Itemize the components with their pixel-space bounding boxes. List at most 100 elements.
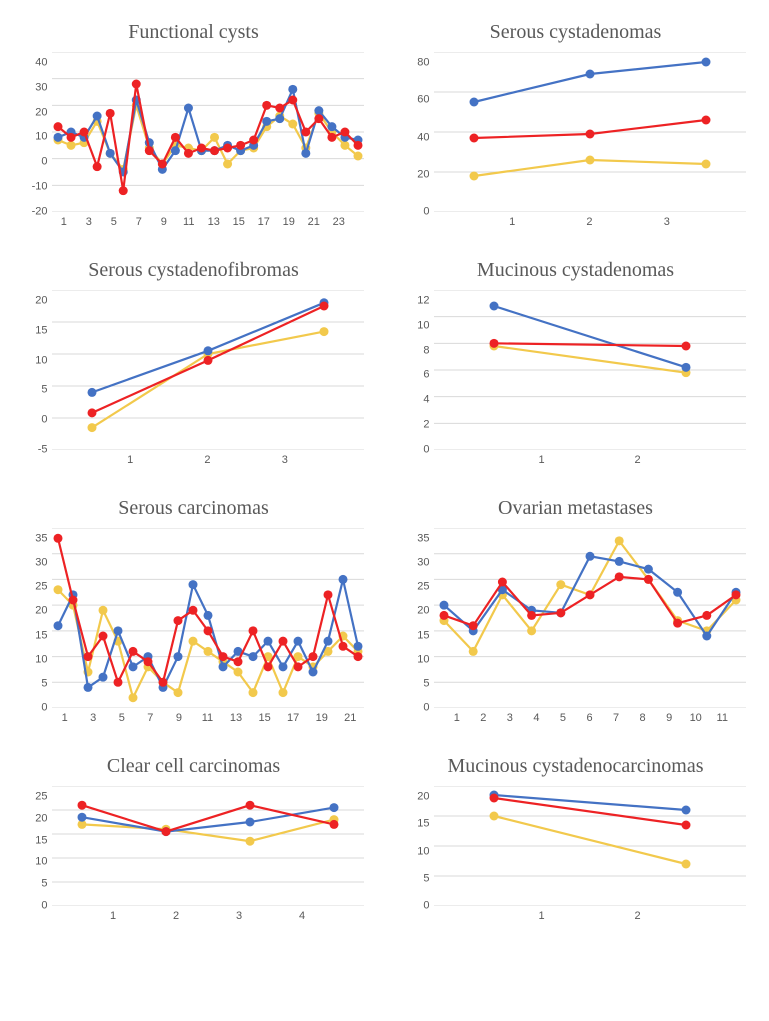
x-tick-label — [243, 712, 257, 724]
chart-serous-carcinomas: Serous carcinomas35302520151050135791113… — [15, 496, 372, 724]
chart-serous-cystadenofibromas: Serous cystadenofibromas20151050-5123 — [15, 258, 372, 466]
series-marker — [614, 572, 623, 581]
x-tick-label: 3 — [83, 216, 96, 228]
x-tick-label: 7 — [603, 712, 630, 724]
x-tick-label — [70, 216, 83, 228]
x-tick-label: 7 — [143, 712, 157, 724]
x-tick-label: 13 — [208, 216, 221, 228]
x-tick-label — [300, 712, 314, 724]
y-tick-label: 0 — [24, 702, 52, 713]
y-tick-label: 5 — [24, 879, 52, 890]
x-tick-label: 1 — [58, 216, 71, 228]
y-tick-label: 6 — [406, 370, 434, 381]
series-marker — [308, 652, 317, 661]
series-marker — [98, 632, 107, 641]
x-tick-label: 2 — [551, 216, 628, 228]
y-tick-label: 10 — [24, 132, 52, 143]
x-tick-label — [72, 712, 86, 724]
series-marker — [643, 575, 652, 584]
series-marker — [314, 114, 323, 123]
series-marker — [585, 130, 594, 139]
series-marker — [173, 652, 182, 661]
series-marker — [144, 146, 153, 155]
series-marker — [245, 837, 254, 846]
x-tick-label — [245, 216, 258, 228]
series-marker — [585, 552, 594, 561]
series-marker — [278, 637, 287, 646]
y-tick-label: 20 — [24, 296, 52, 307]
plot-area — [434, 786, 746, 906]
x-tick-label: 15 — [233, 216, 246, 228]
x-axis: 13579111315171921 — [52, 712, 364, 724]
series-line — [82, 808, 334, 832]
series-marker — [248, 626, 257, 635]
plot-area — [52, 290, 364, 450]
chart-title: Mucinous cystadenomas — [477, 258, 674, 282]
series-marker — [288, 85, 297, 94]
y-axis: 20151050 — [406, 786, 434, 906]
y-tick-label: 0 — [24, 900, 52, 911]
y-tick-label: -5 — [24, 444, 52, 455]
series-marker — [113, 678, 122, 687]
series-marker — [223, 160, 232, 169]
x-tick-label — [329, 712, 343, 724]
x-tick-label — [220, 216, 233, 228]
series-marker — [233, 668, 242, 677]
y-tick-label: 20 — [406, 169, 434, 180]
series-marker — [262, 101, 271, 110]
x-tick-label: 19 — [315, 712, 329, 724]
x-tick-label — [120, 216, 133, 228]
y-tick-label: 25 — [24, 792, 52, 803]
series-marker — [308, 668, 317, 677]
series-marker — [203, 346, 212, 355]
series-marker — [323, 590, 332, 599]
y-tick-label: 0 — [406, 444, 434, 455]
y-tick-label: 5 — [24, 678, 52, 689]
x-axis: 1234567891011 — [434, 712, 746, 724]
series-marker — [203, 611, 212, 620]
series-marker — [319, 302, 328, 311]
y-tick-label: 20 — [24, 107, 52, 118]
series-marker — [118, 186, 127, 195]
series-marker — [327, 122, 336, 131]
series-marker — [245, 818, 254, 827]
y-tick-label: 30 — [24, 82, 52, 93]
series-marker — [701, 58, 710, 67]
plot-area — [52, 786, 364, 906]
x-tick-label: 5 — [108, 216, 121, 228]
charts-grid: Functional cysts403020100-10-20135791113… — [15, 20, 754, 922]
series-marker — [673, 588, 682, 597]
x-tick-label — [272, 712, 286, 724]
series-marker — [556, 580, 565, 589]
chart-ovarian-metastases: Ovarian metastases3530252015105012345678… — [397, 496, 754, 724]
x-axis: 123 — [52, 454, 364, 466]
y-tick-label: 30 — [24, 558, 52, 569]
series-marker — [203, 356, 212, 365]
x-tick-label: 9 — [656, 712, 683, 724]
y-tick-label: 20 — [406, 606, 434, 617]
y-tick-label: 40 — [406, 132, 434, 143]
series-marker — [262, 117, 271, 126]
series-marker — [83, 652, 92, 661]
x-tick-label — [157, 712, 171, 724]
series-marker — [158, 678, 167, 687]
series-marker — [469, 172, 478, 181]
series-marker — [275, 114, 284, 123]
chart-mucinous-cystadenomas: Mucinous cystadenomas12108642012 — [397, 258, 754, 466]
series-marker — [105, 149, 114, 158]
y-tick-label: 10 — [24, 355, 52, 366]
series-marker — [556, 608, 565, 617]
series-marker — [301, 128, 310, 137]
x-tick-label: 4 — [271, 910, 334, 922]
series-line — [494, 346, 686, 373]
x-tick-label: 3 — [208, 910, 271, 922]
series-marker — [183, 104, 192, 113]
series-marker — [131, 80, 140, 89]
x-tick-label: 1 — [474, 216, 551, 228]
series-marker — [439, 601, 448, 610]
series-marker — [203, 647, 212, 656]
x-tick-label: 5 — [115, 712, 129, 724]
series-marker — [489, 339, 498, 348]
series-marker — [614, 536, 623, 545]
chart-functional-cysts: Functional cysts403020100-10-20135791113… — [15, 20, 372, 228]
